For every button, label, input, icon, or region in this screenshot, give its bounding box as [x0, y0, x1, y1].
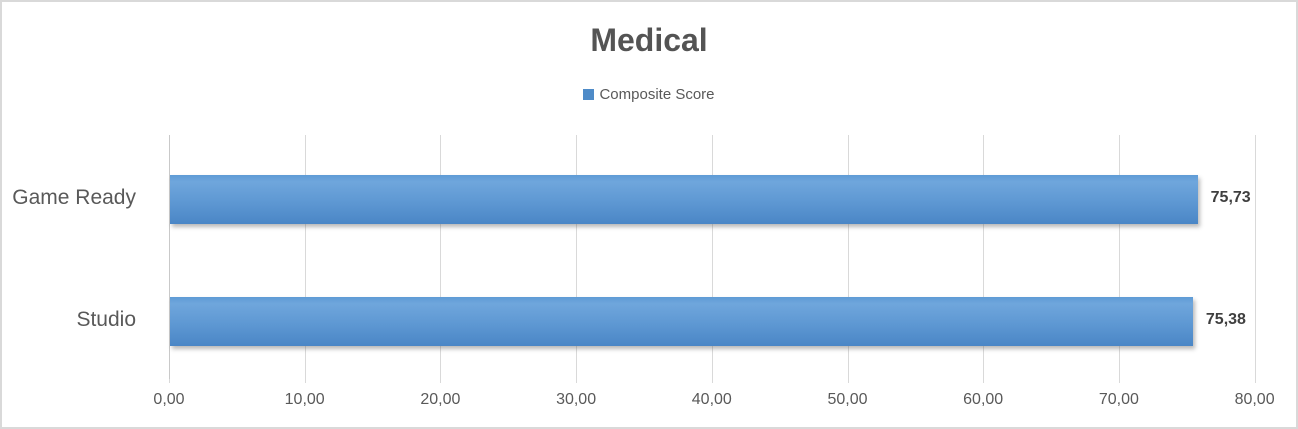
legend-marker-icon	[583, 89, 595, 100]
legend-series-label: Composite Score	[599, 86, 715, 103]
bar-studio	[170, 296, 1193, 346]
x-axis-tick-label: 0,00	[153, 391, 185, 408]
x-axis-tick-label: 20,00	[420, 391, 461, 408]
bar-value-label: 75,38	[1205, 311, 1246, 328]
x-axis-tick-label: 40,00	[691, 391, 732, 408]
gridline	[983, 135, 985, 383]
gridline	[304, 135, 306, 383]
bar-value-label: 75,73	[1210, 189, 1251, 206]
bar-game-ready	[170, 174, 1198, 224]
plot-area	[169, 135, 1256, 383]
x-axis-tick-label: 50,00	[827, 391, 868, 408]
x-axis-tick-label: 60,00	[963, 391, 1004, 408]
y-axis-category-label: Game Ready	[12, 186, 136, 209]
gridline	[847, 135, 849, 383]
category-axis-line	[169, 135, 170, 379]
gridline	[440, 135, 442, 383]
x-axis-tick-label: 10,00	[284, 391, 325, 408]
x-axis-tick-label: 70,00	[1098, 391, 1139, 408]
gridline	[576, 135, 578, 383]
x-axis-tick-label: 80,00	[1234, 391, 1275, 408]
gridline	[711, 135, 713, 383]
gridline	[1254, 135, 1256, 383]
gridline	[1118, 135, 1120, 383]
legend: Composite Score	[2, 86, 1296, 103]
x-axis-tick-label: 30,00	[556, 391, 597, 408]
y-axis-category-label: Studio	[76, 308, 136, 331]
chart-title: Medical	[590, 22, 708, 58]
